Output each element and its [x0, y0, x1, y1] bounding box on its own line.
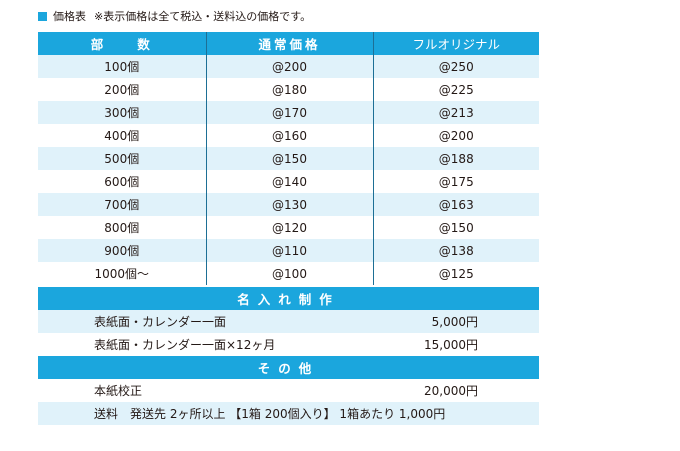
price-heading: 価格表 ※表示価格は全て税込・送料込の価格です。 — [38, 8, 311, 24]
table-row: 200個 @180 @225 — [38, 78, 539, 101]
full-original-price-cell: @138 — [373, 239, 539, 262]
square-bullet-icon — [38, 11, 47, 21]
normal-price-cell: @150 — [206, 147, 374, 170]
normal-price-cell: @180 — [206, 78, 374, 101]
name-printing-section-header: 名入れ制作 — [38, 287, 539, 310]
quantity-cell: 400個 — [38, 124, 207, 147]
price-table-title: 価格表 — [53, 10, 86, 23]
table-row: 500個 @150 @188 — [38, 147, 539, 170]
price-table-header: 部 数 通常価格 フルオリジナル — [38, 32, 539, 55]
normal-price-cell: @170 — [206, 101, 374, 124]
full-original-price-cell: @163 — [373, 193, 539, 216]
proof-label: 本紙校正 — [94, 384, 143, 398]
quantity-cell: 100個 — [38, 55, 207, 78]
full-original-price-cell: @150 — [373, 216, 539, 239]
header-quantity: 部 数 — [38, 32, 207, 55]
name-item-label: 表紙面・カレンダー一面 — [94, 315, 227, 329]
full-original-price-cell: @200 — [373, 124, 539, 147]
name-item-price: 15,000円 — [424, 338, 478, 352]
table-row: 600個 @140 @175 — [38, 170, 539, 193]
table-row: 800個 @120 @150 — [38, 216, 539, 239]
list-item: 本紙校正 20,000円 — [38, 379, 539, 402]
full-original-price-cell: @125 — [373, 262, 539, 285]
full-original-price-cell: @225 — [373, 78, 539, 101]
proof-price: 20,000円 — [424, 384, 478, 398]
full-original-price-cell: @213 — [373, 101, 539, 124]
normal-price-cell: @140 — [206, 170, 374, 193]
quantity-cell: 300個 — [38, 101, 207, 124]
quantity-cell: 800個 — [38, 216, 207, 239]
full-original-price-cell: @188 — [373, 147, 539, 170]
list-item: 送料 発送先 2ヶ所以上 【1箱 200個入り】 1箱あたり 1,000円 — [38, 402, 539, 425]
quantity-cell: 700個 — [38, 193, 207, 216]
name-item-label: 表紙面・カレンダー一面×12ヶ月 — [94, 338, 276, 352]
other-section-header: その他 — [38, 356, 539, 379]
header-normal-price: 通常価格 — [206, 32, 374, 55]
normal-price-cell: @120 — [206, 216, 374, 239]
quantity-cell: 1000個～ — [38, 262, 207, 285]
normal-price-cell: @110 — [206, 239, 374, 262]
normal-price-cell: @160 — [206, 124, 374, 147]
shipping-note: 送料 発送先 2ヶ所以上 【1箱 200個入り】 1箱あたり 1,000円 — [94, 407, 446, 421]
normal-price-cell: @200 — [206, 55, 374, 78]
normal-price-cell: @100 — [206, 262, 374, 285]
price-table: 部 数 通常価格 フルオリジナル 100個 @200 @250 200個 @18… — [38, 32, 539, 285]
tax-note: ※表示価格は全て税込・送料込の価格です。 — [94, 10, 312, 23]
full-original-price-cell: @175 — [373, 170, 539, 193]
full-original-price-cell: @250 — [373, 55, 539, 78]
normal-price-cell: @130 — [206, 193, 374, 216]
table-row: 700個 @130 @163 — [38, 193, 539, 216]
table-row: 900個 @110 @138 — [38, 239, 539, 262]
list-item: 表紙面・カレンダー一面×12ヶ月 15,000円 — [38, 333, 539, 356]
table-row: 400個 @160 @200 — [38, 124, 539, 147]
quantity-cell: 500個 — [38, 147, 207, 170]
header-full-original: フルオリジナル — [373, 32, 539, 55]
quantity-cell: 600個 — [38, 170, 207, 193]
list-item: 表紙面・カレンダー一面 5,000円 — [38, 310, 539, 333]
quantity-cell: 200個 — [38, 78, 207, 101]
name-item-price: 5,000円 — [431, 315, 478, 329]
table-row: 100個 @200 @250 — [38, 55, 539, 78]
quantity-cell: 900個 — [38, 239, 207, 262]
table-row: 1000個～ @100 @125 — [38, 262, 539, 285]
table-row: 300個 @170 @213 — [38, 101, 539, 124]
